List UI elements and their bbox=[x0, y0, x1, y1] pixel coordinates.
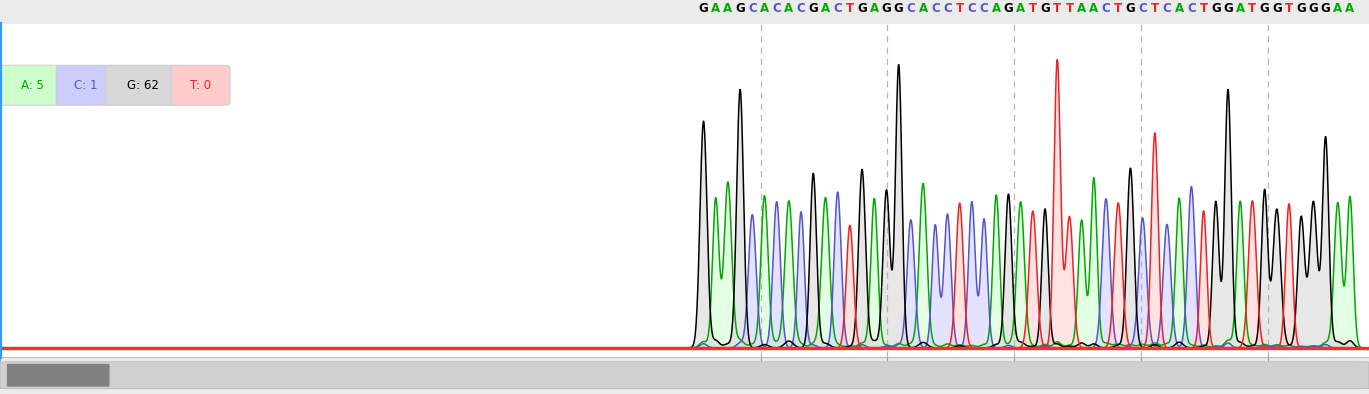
Text: T: T bbox=[1053, 2, 1061, 15]
Text: A: A bbox=[760, 2, 769, 15]
Text: G: G bbox=[698, 2, 708, 15]
Text: T: T bbox=[1199, 2, 1207, 15]
Text: G: G bbox=[809, 2, 819, 15]
Text: A: A bbox=[991, 2, 1001, 15]
Text: G: G bbox=[1259, 2, 1269, 15]
Text: G: G bbox=[857, 2, 867, 15]
Text: A: A bbox=[821, 2, 830, 15]
Text: C: 1: C: 1 bbox=[74, 79, 97, 92]
Text: T: T bbox=[1065, 2, 1073, 15]
Text: C: C bbox=[968, 2, 976, 15]
Text: T: T bbox=[846, 2, 854, 15]
Text: C: C bbox=[931, 2, 939, 15]
Text: C: C bbox=[834, 2, 842, 15]
FancyBboxPatch shape bbox=[105, 65, 181, 105]
Text: C: C bbox=[772, 2, 782, 15]
Text: G: G bbox=[1296, 2, 1306, 15]
Text: A: A bbox=[1016, 2, 1025, 15]
Text: G: G bbox=[1125, 2, 1135, 15]
Text: C: C bbox=[943, 2, 951, 15]
Text: A: A bbox=[1236, 2, 1244, 15]
FancyBboxPatch shape bbox=[7, 364, 110, 387]
Text: A: A bbox=[869, 2, 879, 15]
Text: A: A bbox=[1346, 2, 1354, 15]
Text: C: C bbox=[980, 2, 988, 15]
Text: A: A bbox=[919, 2, 928, 15]
Text: C: C bbox=[1162, 2, 1172, 15]
Text: C: C bbox=[747, 2, 757, 15]
Text: G: G bbox=[882, 2, 891, 15]
FancyBboxPatch shape bbox=[171, 65, 230, 105]
Text: G: G bbox=[1212, 2, 1221, 15]
Text: T: T bbox=[1249, 2, 1257, 15]
Text: T: T bbox=[1114, 2, 1123, 15]
Text: A: A bbox=[1175, 2, 1184, 15]
Text: A: A bbox=[1090, 2, 1098, 15]
Text: T: T bbox=[1028, 2, 1036, 15]
Text: T: T bbox=[1151, 2, 1160, 15]
Text: A: 5: A: 5 bbox=[22, 79, 44, 92]
Text: G: G bbox=[1003, 2, 1013, 15]
Text: T: T bbox=[1285, 2, 1294, 15]
Text: G: G bbox=[735, 2, 745, 15]
FancyBboxPatch shape bbox=[56, 65, 115, 105]
Text: T: T bbox=[956, 2, 964, 15]
Text: C: C bbox=[1187, 2, 1195, 15]
Text: G: 62: G: 62 bbox=[127, 79, 159, 92]
Text: C: C bbox=[906, 2, 916, 15]
Text: T: 0: T: 0 bbox=[190, 79, 211, 92]
Text: G: G bbox=[1040, 2, 1050, 15]
Text: A: A bbox=[1077, 2, 1086, 15]
Text: G: G bbox=[1321, 2, 1331, 15]
Text: A: A bbox=[1333, 2, 1343, 15]
Text: C: C bbox=[1102, 2, 1110, 15]
Text: A: A bbox=[711, 2, 720, 15]
Text: G: G bbox=[1223, 2, 1233, 15]
Text: A: A bbox=[784, 2, 794, 15]
FancyBboxPatch shape bbox=[0, 65, 66, 105]
Text: A: A bbox=[723, 2, 732, 15]
Text: G: G bbox=[1272, 2, 1281, 15]
FancyBboxPatch shape bbox=[0, 362, 1369, 389]
Text: C: C bbox=[1138, 2, 1147, 15]
Text: G: G bbox=[1309, 2, 1318, 15]
Text: G: G bbox=[894, 2, 904, 15]
Text: C: C bbox=[797, 2, 805, 15]
